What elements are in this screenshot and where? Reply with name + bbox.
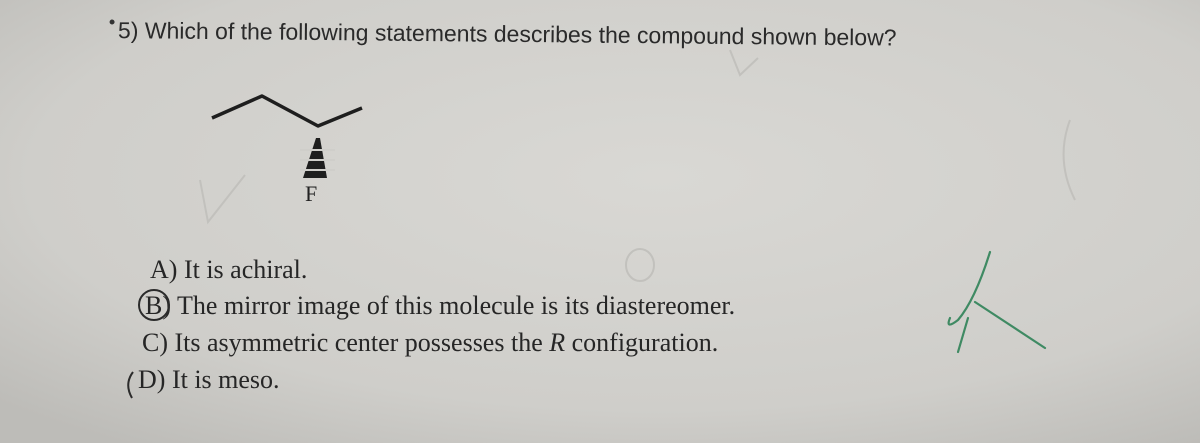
- option-text: It is meso.: [172, 365, 280, 394]
- option-c: C) Its asymmetric center possesses the R…: [142, 328, 718, 357]
- pencil-mark: [127, 371, 134, 399]
- option-letter: D): [138, 365, 165, 394]
- option-text: configuration.: [565, 328, 718, 357]
- carbon-chain: [211, 94, 363, 128]
- option-text: It is achiral.: [184, 255, 307, 284]
- answer-circle: [138, 289, 170, 321]
- bleed-through-marks: [199, 49, 1076, 282]
- hashed-wedge: [303, 138, 327, 178]
- option-letter: A): [150, 255, 177, 284]
- option-b: B) The mirror image of this molecule is …: [145, 291, 735, 320]
- atom-label: F: [305, 181, 317, 206]
- option-letter: C): [142, 328, 168, 357]
- green-x-mark: [947, 250, 1047, 354]
- bullet: [109, 19, 115, 25]
- options: A) It is achiral. B) The mirror image of…: [138, 255, 735, 394]
- option-d: D) It is meso.: [138, 365, 280, 394]
- option-letter: B): [145, 291, 171, 320]
- option-text: Its asymmetric center possesses the: [175, 328, 550, 357]
- option-a: A) It is achiral.: [150, 255, 307, 284]
- wedge-hashes: [300, 149, 335, 171]
- option-italic: R: [548, 328, 565, 357]
- molecule: F: [211, 94, 363, 206]
- option-text: The mirror image of this molecule is its…: [177, 291, 735, 320]
